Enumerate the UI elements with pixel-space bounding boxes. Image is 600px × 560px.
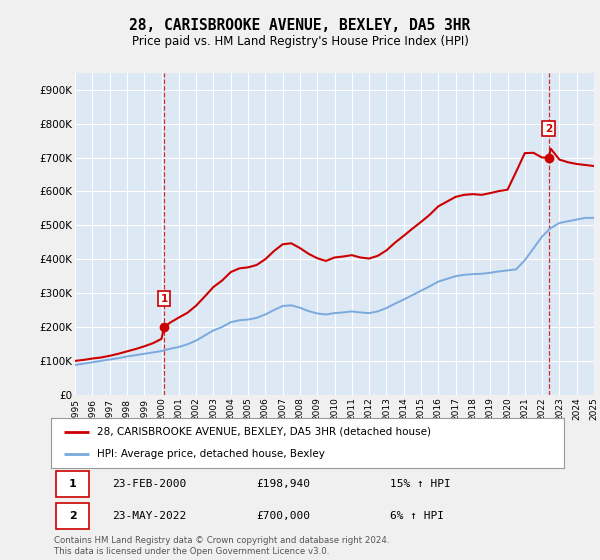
Text: £700,000: £700,000	[256, 511, 310, 521]
Text: 15% ↑ HPI: 15% ↑ HPI	[389, 479, 451, 489]
Text: 28, CARISBROOKE AVENUE, BEXLEY, DA5 3HR (detached house): 28, CARISBROOKE AVENUE, BEXLEY, DA5 3HR …	[97, 427, 431, 437]
Text: 23-FEB-2000: 23-FEB-2000	[113, 479, 187, 489]
FancyBboxPatch shape	[56, 471, 89, 497]
Text: Contains HM Land Registry data © Crown copyright and database right 2024.
This d: Contains HM Land Registry data © Crown c…	[54, 536, 389, 556]
Text: 1: 1	[69, 479, 77, 489]
Text: 6% ↑ HPI: 6% ↑ HPI	[389, 511, 443, 521]
Text: 2: 2	[69, 511, 77, 521]
Text: 2: 2	[545, 124, 552, 134]
Text: £198,940: £198,940	[256, 479, 310, 489]
FancyBboxPatch shape	[56, 503, 89, 529]
Text: Price paid vs. HM Land Registry's House Price Index (HPI): Price paid vs. HM Land Registry's House …	[131, 35, 469, 49]
Text: 1: 1	[160, 293, 168, 304]
Text: 28, CARISBROOKE AVENUE, BEXLEY, DA5 3HR: 28, CARISBROOKE AVENUE, BEXLEY, DA5 3HR	[130, 18, 470, 32]
Text: 23-MAY-2022: 23-MAY-2022	[113, 511, 187, 521]
Text: HPI: Average price, detached house, Bexley: HPI: Average price, detached house, Bexl…	[97, 449, 325, 459]
